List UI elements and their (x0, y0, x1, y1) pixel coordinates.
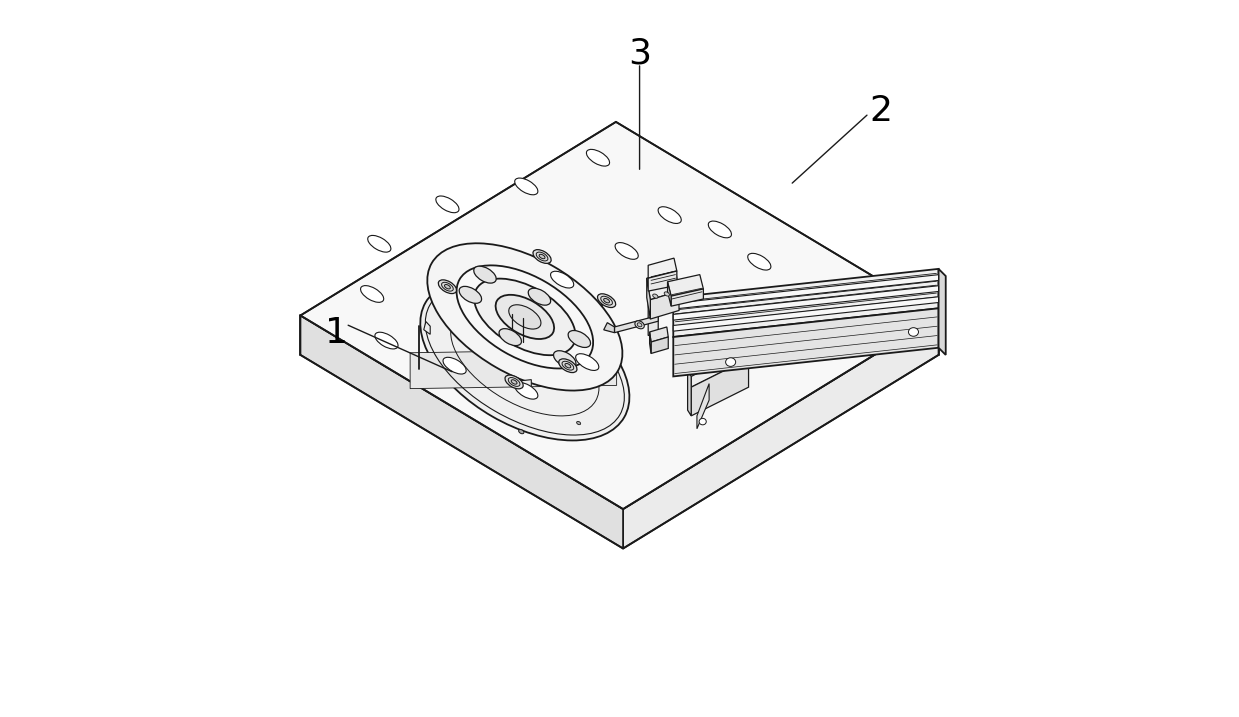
Ellipse shape (597, 294, 616, 308)
Text: 3: 3 (628, 37, 650, 71)
Ellipse shape (420, 280, 629, 440)
Ellipse shape (576, 353, 598, 371)
Ellipse shape (519, 429, 524, 434)
Polygon shape (649, 332, 650, 353)
Ellipse shape (601, 296, 612, 305)
Polygon shape (623, 315, 939, 549)
Polygon shape (520, 379, 532, 390)
Polygon shape (650, 291, 679, 319)
Polygon shape (615, 315, 658, 333)
Ellipse shape (496, 295, 554, 339)
Ellipse shape (586, 149, 610, 166)
Ellipse shape (499, 328, 522, 346)
Ellipse shape (528, 288, 550, 305)
Polygon shape (648, 296, 658, 336)
Polygon shape (300, 315, 623, 549)
Ellipse shape (554, 351, 576, 368)
Ellipse shape (475, 279, 576, 355)
Ellipse shape (436, 196, 458, 213)
Ellipse shape (375, 332, 398, 349)
Ellipse shape (747, 253, 771, 270)
Ellipse shape (576, 422, 581, 424)
Ellipse shape (441, 282, 453, 291)
Ellipse shape (439, 280, 456, 293)
Ellipse shape (456, 265, 593, 369)
Polygon shape (673, 275, 939, 309)
Ellipse shape (709, 221, 731, 238)
Polygon shape (673, 286, 939, 320)
Ellipse shape (565, 364, 571, 368)
Polygon shape (939, 269, 945, 355)
Polygon shape (673, 269, 939, 337)
Ellipse shape (445, 285, 450, 289)
Ellipse shape (634, 320, 644, 329)
Polygon shape (648, 258, 676, 278)
Ellipse shape (569, 331, 591, 348)
Polygon shape (648, 271, 676, 291)
Polygon shape (647, 270, 679, 300)
Polygon shape (673, 308, 939, 376)
Ellipse shape (908, 328, 918, 336)
Ellipse shape (603, 298, 610, 303)
Polygon shape (424, 321, 430, 334)
Ellipse shape (699, 419, 706, 424)
Ellipse shape (473, 266, 496, 283)
Ellipse shape (512, 380, 517, 384)
Polygon shape (688, 371, 691, 416)
Ellipse shape (563, 361, 574, 370)
Polygon shape (673, 297, 939, 331)
Ellipse shape (460, 286, 482, 303)
Polygon shape (650, 337, 668, 353)
Ellipse shape (550, 271, 574, 288)
Polygon shape (649, 327, 668, 342)
Ellipse shape (504, 307, 527, 324)
Polygon shape (696, 384, 709, 429)
Polygon shape (647, 278, 650, 319)
Ellipse shape (559, 358, 577, 373)
Ellipse shape (506, 375, 523, 389)
Polygon shape (668, 282, 672, 306)
Ellipse shape (361, 285, 384, 303)
Ellipse shape (637, 323, 642, 327)
Ellipse shape (539, 255, 545, 259)
Polygon shape (410, 350, 617, 389)
Polygon shape (300, 122, 939, 509)
Ellipse shape (653, 294, 658, 298)
Ellipse shape (427, 243, 622, 391)
Ellipse shape (444, 357, 466, 374)
Polygon shape (603, 323, 615, 333)
Ellipse shape (509, 305, 541, 329)
Ellipse shape (368, 235, 390, 252)
Polygon shape (672, 289, 704, 306)
Text: 1: 1 (325, 316, 348, 351)
Text: 2: 2 (870, 94, 893, 128)
Ellipse shape (726, 358, 736, 366)
Ellipse shape (615, 242, 638, 260)
Polygon shape (691, 358, 748, 416)
Polygon shape (668, 275, 704, 296)
Ellipse shape (658, 206, 681, 224)
Ellipse shape (536, 252, 548, 261)
Polygon shape (691, 348, 748, 387)
Ellipse shape (664, 292, 669, 296)
Ellipse shape (514, 382, 538, 399)
Ellipse shape (514, 178, 538, 195)
Ellipse shape (508, 378, 520, 386)
Ellipse shape (533, 250, 551, 263)
